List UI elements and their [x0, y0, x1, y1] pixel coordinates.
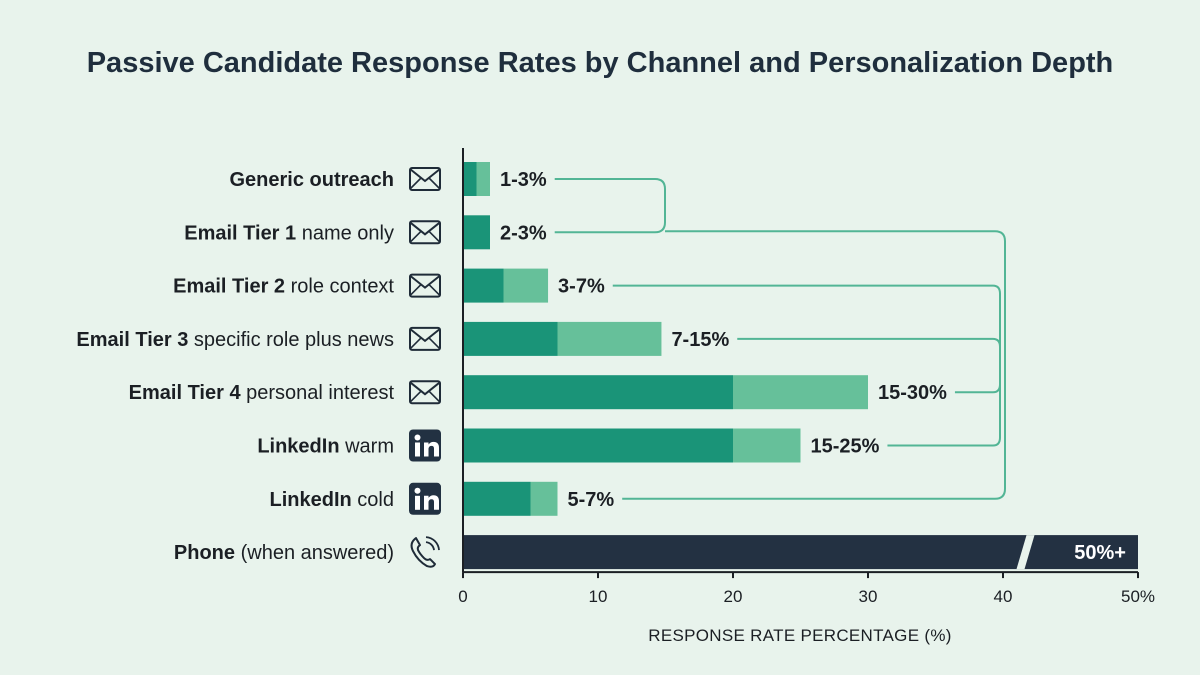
category-label-main: LinkedIn	[270, 489, 352, 511]
category-label-3: Email Tier 3 specific role plus news	[76, 329, 394, 351]
bar-low-4	[463, 375, 733, 410]
category-label-main: Email Tier 4	[129, 382, 242, 404]
bar-low-1	[463, 215, 490, 250]
x-tick-label: 40	[994, 587, 1013, 606]
axes	[462, 148, 1139, 579]
email-icon	[409, 380, 441, 405]
category-label-detail: (when answered)	[235, 542, 394, 564]
category-label-main: Email Tier 1	[184, 222, 296, 244]
category-label-4: Email Tier 4 personal interest	[129, 382, 395, 404]
category-label-6: LinkedIn cold	[270, 489, 394, 511]
x-tick-label: 10	[589, 587, 608, 606]
chart-title: Passive Candidate Response Rates by Chan…	[87, 47, 1114, 79]
category-label-detail: personal interest	[241, 382, 395, 404]
phone-icon	[410, 536, 440, 568]
bar-low-3	[463, 321, 558, 356]
category-icons	[409, 167, 441, 568]
bracket-email	[612, 284, 1001, 394]
value-label-5: 15-25%	[811, 436, 880, 458]
bracket-linkedin	[737, 337, 1001, 447]
email-icon	[409, 167, 441, 191]
category-label-detail: warm	[340, 436, 394, 458]
bar-high-2	[503, 268, 549, 303]
bar-low-2	[463, 268, 504, 303]
email-icon	[409, 220, 441, 245]
bar-high-4	[733, 375, 868, 410]
value-label-3: 7-15%	[671, 329, 729, 351]
x-axis-label: RESPONSE RATE PERCENTAGE (%)	[648, 626, 951, 645]
bracket-outer	[622, 230, 1006, 500]
linkedin-icon	[409, 429, 441, 462]
bars	[463, 162, 1138, 570]
bar-low-5	[463, 428, 733, 463]
category-label-2: Email Tier 2 role context	[173, 276, 394, 298]
x-tick-labels: 0 10 20 30 40 50%	[458, 587, 1155, 606]
category-label-detail: role context	[285, 276, 394, 298]
email-icon	[409, 326, 441, 351]
category-label-detail: name only	[296, 222, 394, 244]
email-icon	[409, 273, 441, 298]
category-label-main: Email Tier 3	[76, 329, 188, 351]
category-label-main: LinkedIn	[257, 436, 339, 458]
value-label-7: 50%+	[1074, 542, 1126, 564]
category-label-main: Email Tier 2	[173, 276, 285, 298]
linkedin-icon	[409, 482, 441, 515]
bar-high-3	[557, 321, 662, 356]
x-tick-label: 50%	[1121, 587, 1155, 606]
value-label-1: 2-3%	[500, 222, 547, 244]
axis-break-mark	[1016, 535, 1035, 570]
value-label-4: 15-30%	[878, 382, 947, 404]
category-label-0: Generic outreach	[229, 169, 394, 191]
category-label-7: Phone (when answered)	[174, 542, 394, 564]
bar-high-6	[530, 481, 558, 516]
category-label-5: LinkedIn warm	[257, 436, 394, 458]
category-label-detail: cold	[352, 489, 394, 511]
bar-low-6	[463, 481, 531, 516]
value-label-2: 3-7%	[558, 276, 605, 298]
brackets	[554, 178, 1006, 500]
x-tick-label: 20	[724, 587, 743, 606]
bar-high-0	[476, 162, 490, 196]
category-label-main: Generic outreach	[229, 169, 394, 191]
bar-phone	[463, 535, 1138, 570]
category-label-1: Email Tier 1 name only	[184, 222, 394, 244]
x-tick-label: 30	[859, 587, 878, 606]
x-tick-label: 0	[458, 587, 467, 606]
category-label-main: Phone	[174, 542, 235, 564]
value-label-6: 5-7%	[568, 489, 615, 511]
category-label-detail: specific role plus news	[188, 329, 394, 351]
bar-low-0	[463, 162, 477, 196]
value-label-0: 1-3%	[500, 169, 547, 191]
bracket-tier1	[554, 178, 666, 234]
bar-high-5	[733, 428, 801, 463]
value-labels: 1-3% 2-3% 3-7% 7-15% 15-30% 15-25% 5-7% 50%+	[500, 169, 1126, 564]
